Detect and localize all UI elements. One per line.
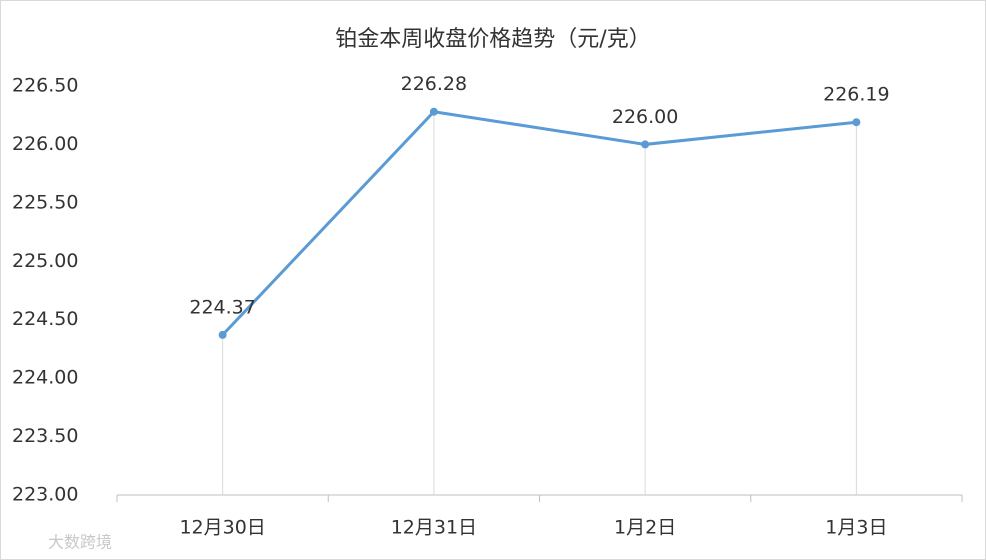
data-label: 226.28 xyxy=(401,73,467,95)
chart-title: 铂金本周收盘价格趋势（元/克） xyxy=(335,27,650,52)
y-tick-label: 223.50 xyxy=(12,425,78,447)
line xyxy=(221,110,857,336)
y-tick-label: 225.00 xyxy=(12,250,78,272)
data-label: 224.37 xyxy=(189,296,255,318)
point xyxy=(218,330,227,339)
x-tick-label: 1月2日 xyxy=(614,517,676,539)
x-tick-label: 12月31日 xyxy=(391,517,477,539)
y-tick-label: 225.50 xyxy=(12,191,78,213)
watermark: 大数跨境 xyxy=(48,533,112,552)
y-tick-label: 224.50 xyxy=(12,308,78,330)
y-tick-label: 224.00 xyxy=(12,367,78,389)
y-tick-label: 226.50 xyxy=(12,75,78,97)
point xyxy=(641,140,650,149)
data-label: 226.00 xyxy=(612,106,678,128)
x-tick-label: 1月3日 xyxy=(825,517,887,539)
y-tick-label: 223.00 xyxy=(12,484,78,506)
data-label: 226.19 xyxy=(823,84,889,106)
x-tick-label: 12月30日 xyxy=(179,517,265,539)
y-tick-label: 226.00 xyxy=(12,133,78,155)
point xyxy=(429,107,438,116)
point xyxy=(852,118,861,127)
